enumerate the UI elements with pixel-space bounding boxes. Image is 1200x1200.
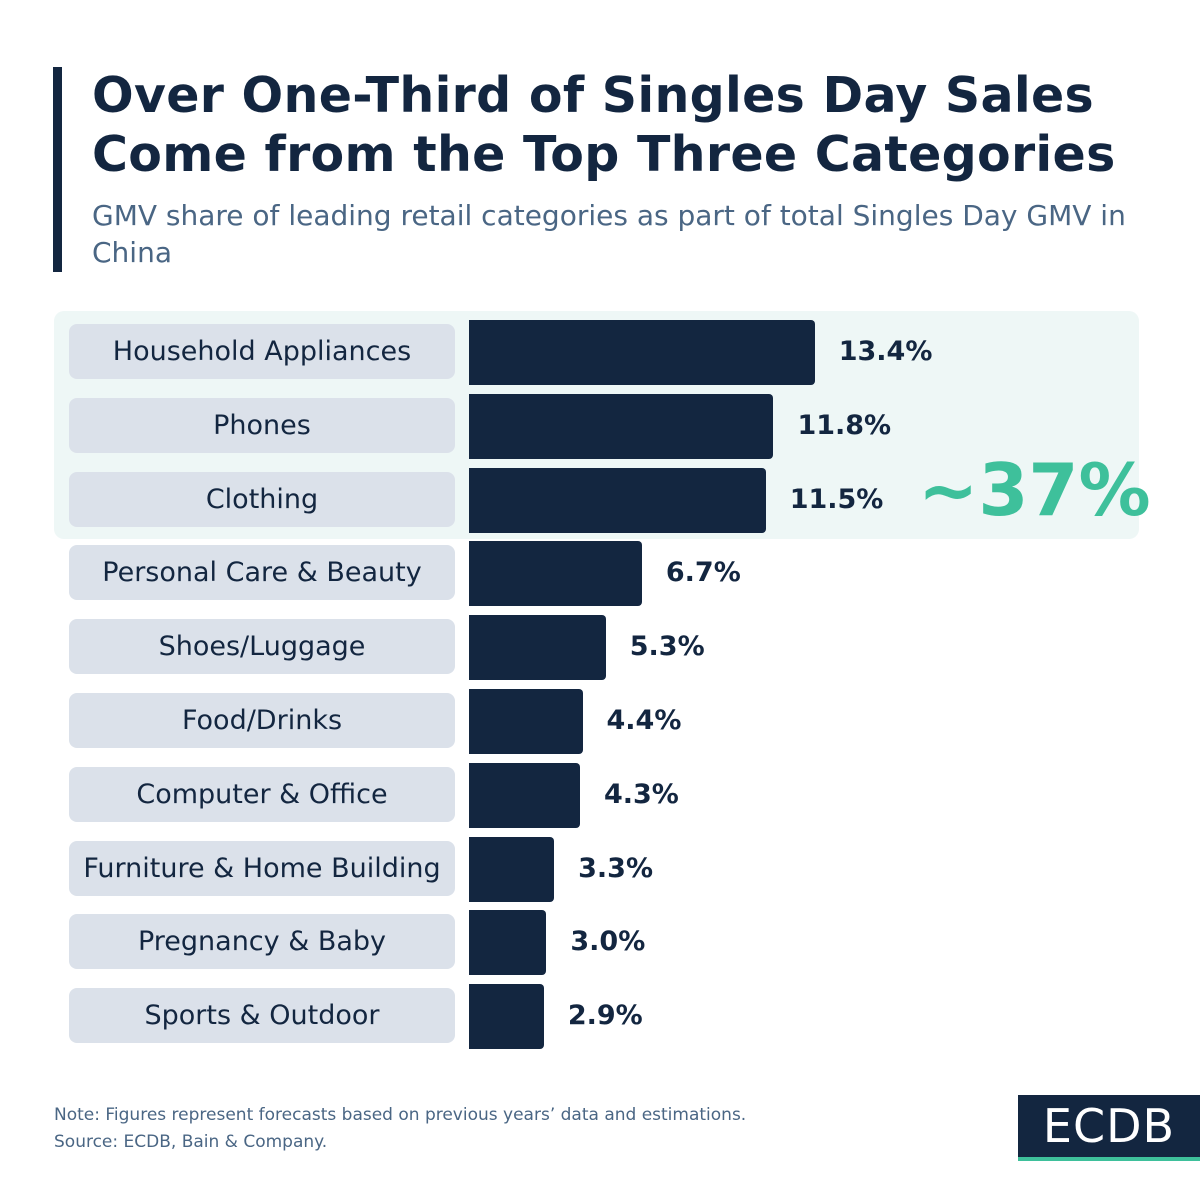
title-line-2: Come from the Top Three Categories	[92, 126, 1116, 183]
value-label: 3.3%	[578, 852, 654, 884]
bar-row: Household Appliances 13.4%	[0, 320, 1200, 394]
category-label: Personal Care & Beauty	[69, 545, 455, 601]
subtitle: GMV share of leading retail categories a…	[92, 199, 1126, 269]
category-label: Sports & Outdoor	[69, 988, 455, 1044]
bar	[469, 393, 774, 459]
page-title: Over One-Third of Singles Day Sales Come…	[92, 66, 1116, 184]
value-label: 11.8%	[797, 409, 892, 441]
category-label: Shoes/Luggage	[69, 619, 455, 675]
bar-row: Computer & Office 4.3%	[0, 762, 1200, 837]
value-label: 2.9%	[567, 1000, 643, 1032]
title-accent-bar	[53, 67, 62, 272]
bar-row: Furniture & Home Building 3.3%	[0, 836, 1200, 911]
bar-row: Food/Drinks 4.4%	[0, 689, 1200, 763]
bar-row: Shoes/Luggage 5.3%	[0, 615, 1200, 689]
value-label: 4.3%	[603, 778, 679, 810]
title-line-1: Over One-Third of Singles Day Sales	[92, 67, 1094, 124]
bar	[469, 541, 642, 607]
value-label: 3.0%	[570, 926, 646, 958]
bar-row: Phones 11.8%	[0, 393, 1200, 468]
category-label: Computer & Office	[69, 766, 455, 822]
bar	[469, 689, 583, 754]
bar	[469, 467, 766, 533]
bar	[469, 320, 815, 385]
value-label: 4.4%	[606, 705, 682, 736]
source-text: Source: ECDB, Bain & Company.	[54, 1132, 328, 1152]
category-label: Food/Drinks	[69, 693, 455, 748]
value-label: 6.7%	[665, 557, 741, 589]
bar-row: Pregnancy & Baby 3.0%	[0, 910, 1200, 984]
category-label: Clothing	[69, 471, 455, 527]
category-label: Household Appliances	[69, 324, 455, 379]
bar-row: Personal Care & Beauty 6.7%	[0, 541, 1200, 615]
bar	[469, 984, 544, 1050]
note-text: Note: Figures represent forecasts based …	[54, 1105, 747, 1125]
bar	[469, 910, 547, 976]
bar	[469, 762, 580, 828]
bar	[469, 836, 555, 902]
ecdb-logo: ECDB	[1018, 1095, 1200, 1161]
bar-row: Clothing 11.5%	[0, 467, 1200, 542]
footnote: Note: Figures represent forecasts based …	[54, 1102, 746, 1156]
value-label: 5.3%	[629, 631, 705, 663]
category-label: Pregnancy & Baby	[69, 914, 455, 970]
value-label: 11.5%	[789, 483, 884, 515]
category-label: Furniture & Home Building	[69, 840, 455, 896]
value-label: 13.4%	[838, 336, 933, 367]
bar-row: Sports & Outdoor 2.9%	[0, 984, 1200, 1058]
top-three-annotation: ~37%	[918, 448, 1151, 532]
category-label: Phones	[69, 397, 455, 453]
bar	[469, 615, 606, 681]
